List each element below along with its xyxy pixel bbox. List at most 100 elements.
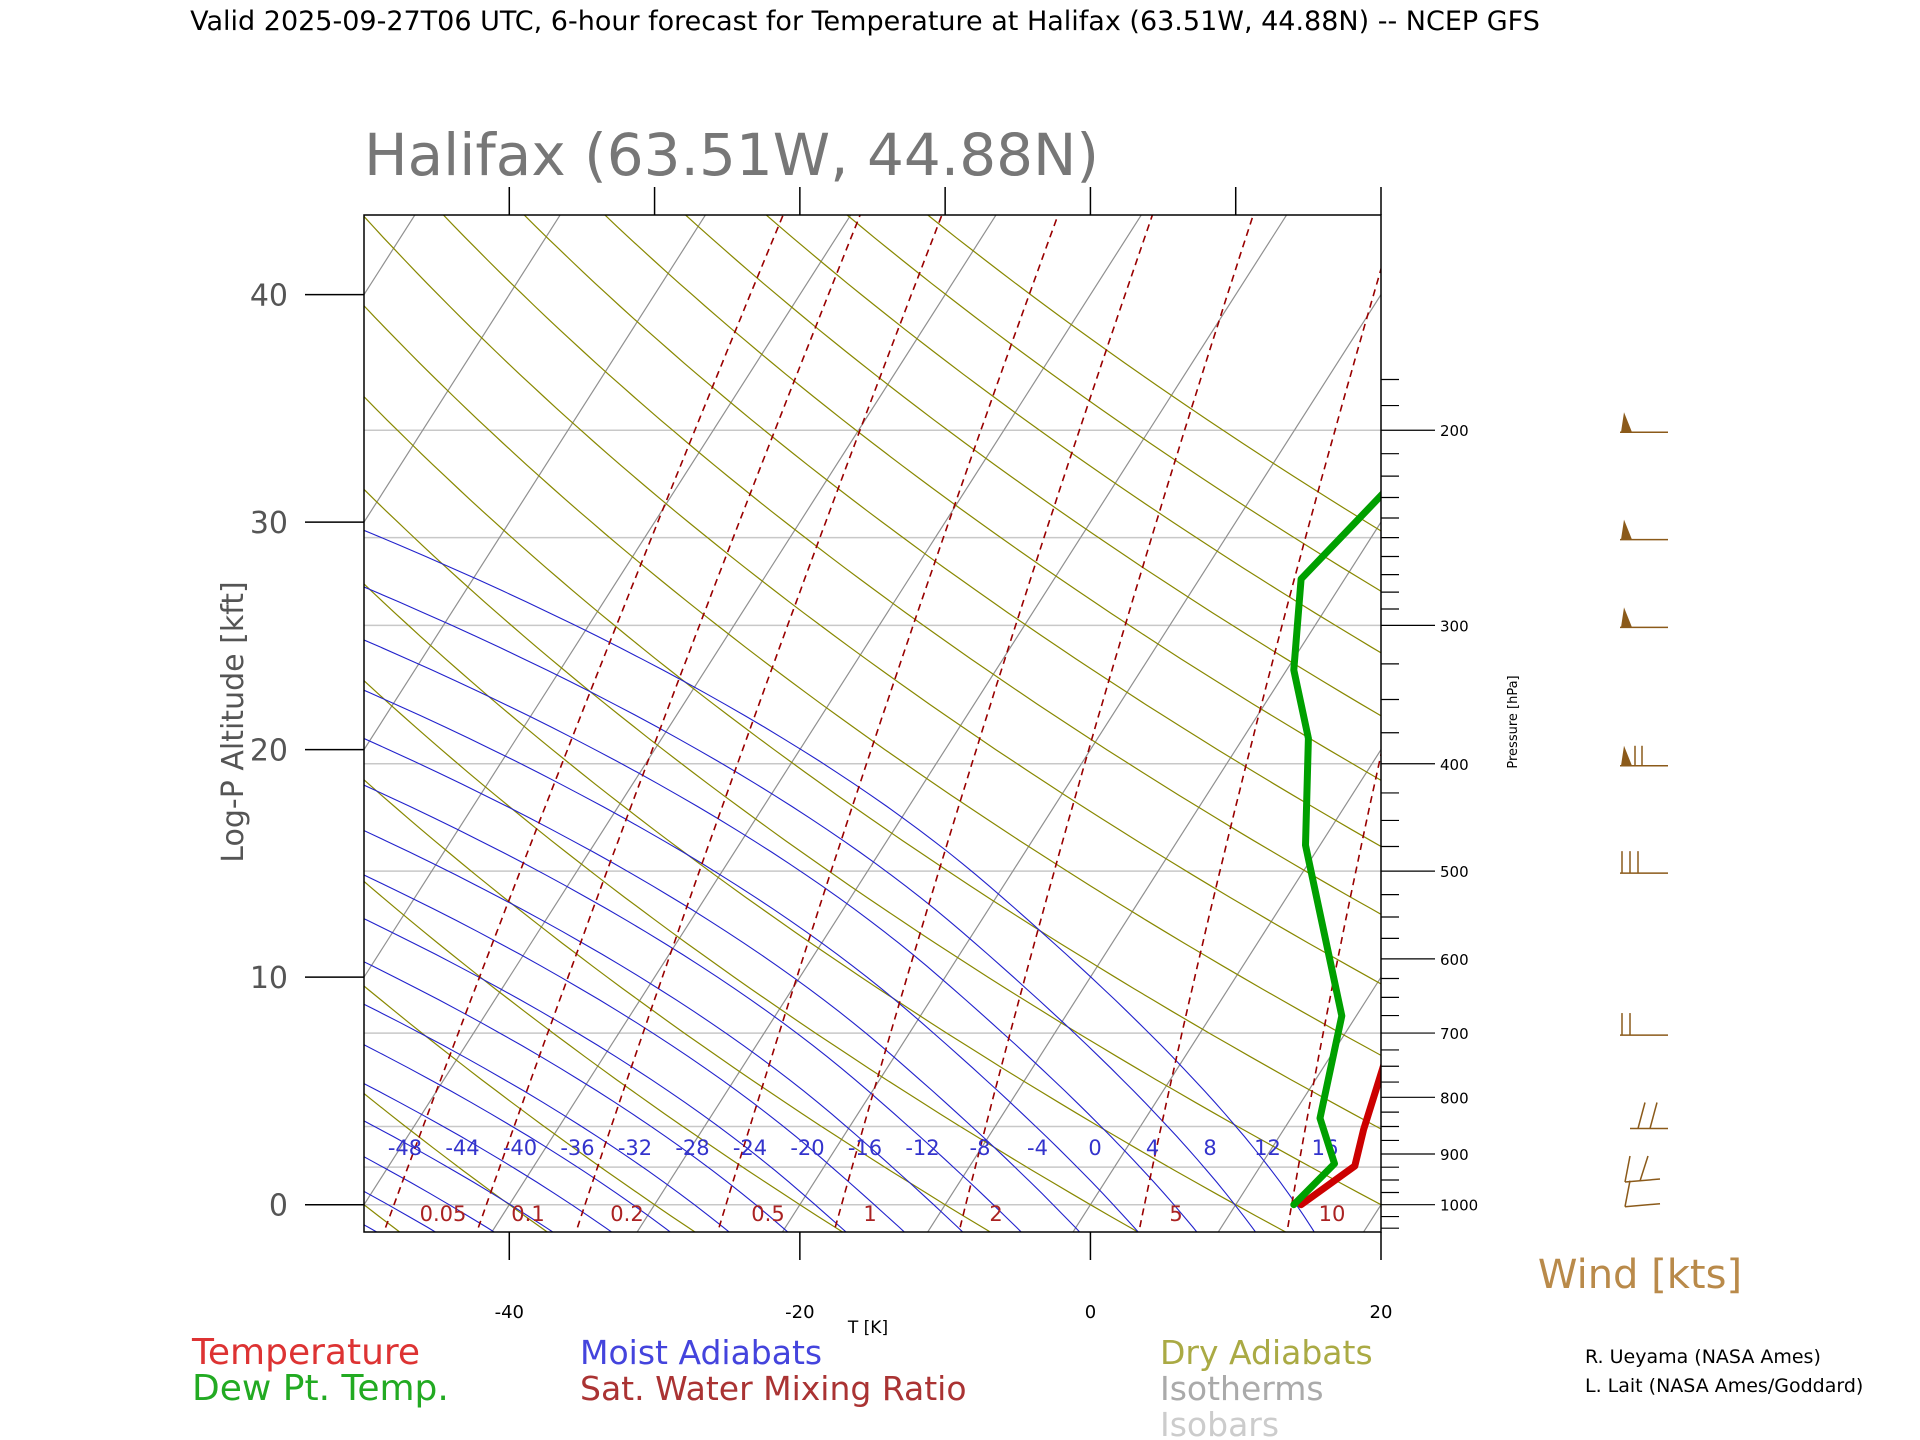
moist-adiabat-label: 0 — [1088, 1136, 1101, 1160]
chart-subtitle: Halifax (63.51W, 44.88N) — [364, 121, 1099, 189]
mixing-ratio-line — [716, 215, 1059, 1232]
profile-series — [1290, 490, 1381, 1209]
plot-frame — [363, 214, 1382, 1233]
pressure-tick-label: 300 — [1440, 617, 1469, 635]
y-tick-label: 0 — [269, 1189, 288, 1224]
dry-adiabat-line — [364, 778, 992, 1232]
legend-isobars: Isobars — [1160, 1405, 1279, 1440]
legend: Temperature Dew Pt. Temp. Moist Adiabats… — [191, 1332, 1373, 1440]
wind-barb — [1620, 851, 1668, 874]
mixing-ratio-label: 0.1 — [511, 1202, 544, 1226]
dry-adiabat-line — [364, 488, 1381, 1206]
mixing-ratio-line — [833, 215, 1154, 1232]
wind-barb — [1620, 519, 1668, 541]
legend-temperature: Temperature — [191, 1332, 420, 1373]
moist-adiabat-label: -28 — [675, 1136, 709, 1160]
credit-2: L. Lait (NASA Ames/Goddard) — [1585, 1375, 1863, 1397]
wind-barb — [1630, 1102, 1668, 1130]
wind-barb — [1620, 412, 1668, 433]
legend-moist-adiabats: Moist Adiabats — [580, 1333, 822, 1372]
moist-adiabat-line — [364, 961, 789, 1232]
pressure-tick-label: 800 — [1440, 1089, 1469, 1107]
dry-adiabat-line — [926, 215, 1381, 532]
dry-adiabat-line — [523, 215, 1381, 848]
mixing-ratio-line — [958, 215, 1255, 1232]
pressure-tick-label: 200 — [1440, 422, 1469, 440]
moist-adiabat-label: -4 — [1027, 1136, 1048, 1160]
moist-adiabat-label: 12 — [1254, 1136, 1281, 1160]
dry-adiabat-line — [765, 215, 1381, 654]
moist-adiabat-line — [364, 874, 906, 1232]
mixing-ratio-lines — [383, 215, 1381, 1232]
moist-adiabat-line — [364, 529, 1315, 1232]
moist-adiabat-line — [364, 586, 1257, 1232]
pressure-tick-label: 400 — [1440, 756, 1469, 774]
dry-adiabat-line — [604, 215, 1381, 782]
moist-adiabat-label: -12 — [905, 1136, 939, 1160]
moist-adiabat-line — [364, 639, 1198, 1232]
pressure-tick-label: 700 — [1440, 1025, 1469, 1043]
dry-adiabat-line — [364, 395, 1381, 1130]
wind-barb — [1624, 1180, 1661, 1208]
dry-adiabat-line — [364, 880, 844, 1232]
y2-axis-label: Pressure [hPa] — [1506, 675, 1521, 768]
isotherm-line — [1217, 976, 1381, 1232]
moist-adiabat-label: -40 — [503, 1136, 537, 1160]
dry-adiabat-line — [364, 985, 697, 1232]
dry-adiabat-line — [364, 215, 1381, 985]
mixing-ratio-line — [575, 215, 943, 1232]
wind-barbs — [1620, 412, 1668, 1208]
moist-adiabat-line — [364, 737, 1081, 1232]
y-tick-label: 10 — [250, 961, 288, 996]
moist-adiabat-line — [364, 784, 1022, 1232]
x-tick-label: -40 — [495, 1302, 524, 1323]
isotherm-line — [926, 521, 1381, 1232]
background-grid: -48 -44 -40 -36 -32 -28 -24 -20 -16 -12 -8 -4 0 4 8 12 1… — [364, 215, 1381, 1232]
moist-adiabat-label: -8 — [970, 1136, 991, 1160]
y-axis-label: Log-P Altitude [kft] — [216, 581, 251, 862]
dry-adiabat-line — [364, 679, 1140, 1232]
mixing-ratio-label: 5 — [1169, 1202, 1182, 1226]
moist-adiabat-label: -44 — [445, 1136, 479, 1160]
y-tick-label: 30 — [250, 506, 288, 541]
mixing-ratio-line — [383, 215, 784, 1232]
grid-labels: -48 -44 -40 -36 -32 -28 -24 -20 -16 -12 -8 -4 0 4 8 12 1… — [388, 1136, 1346, 1226]
legend-mixing-ratio: Sat. Water Mixing Ratio — [580, 1369, 967, 1408]
moist-adiabat-label: -16 — [848, 1136, 882, 1160]
isotherm-line — [364, 215, 997, 1206]
moist-adiabat-line — [364, 689, 1139, 1232]
moist-adiabat-label: -36 — [560, 1136, 594, 1160]
wind-barb — [1620, 607, 1668, 629]
y-tick-label: 20 — [250, 734, 288, 769]
moist-adiabat-label: -32 — [618, 1136, 652, 1160]
wind-label: Wind [kts] — [1538, 1252, 1742, 1298]
mixing-ratio-label: 0.05 — [420, 1202, 467, 1226]
moist-adiabat-line — [364, 1003, 730, 1232]
moist-adiabat-line — [364, 918, 847, 1232]
pressure-tick-label: 600 — [1440, 951, 1469, 969]
credit-1: R. Ueyama (NASA Ames) — [1585, 1346, 1821, 1368]
pressure-tick-label: 900 — [1440, 1146, 1469, 1164]
moist-adiabat-label: 4 — [1146, 1136, 1159, 1160]
dry-adiabat-line — [364, 583, 1287, 1232]
dewpoint-line — [1290, 490, 1381, 1209]
legend-dry-adiabats: Dry Adiabats — [1160, 1333, 1373, 1372]
temperature-line — [1297, 1062, 1381, 1209]
dry-adiabat-line — [442, 215, 1381, 915]
moist-adiabat-line — [364, 1044, 672, 1232]
page-title: Valid 2025-09-27T06 UTC, 6-hour forecast… — [190, 6, 1540, 37]
dry-adiabat-line — [364, 304, 1381, 1057]
isotherm-line — [364, 215, 561, 524]
pressure-tick-label: 500 — [1440, 863, 1469, 881]
isotherm-line — [491, 215, 1142, 1232]
legend-dewpoint: Dew Pt. Temp. — [192, 1368, 449, 1409]
mixing-ratio-label: 2 — [989, 1202, 1002, 1226]
legend-isotherms: Isotherms — [1160, 1369, 1324, 1408]
moist-adiabat-label: -20 — [790, 1136, 824, 1160]
dry-adiabat-line — [846, 215, 1381, 592]
moist-adiabat-label: -24 — [733, 1136, 767, 1160]
x-tick-label: 0 — [1085, 1302, 1096, 1323]
mixing-ratio-label: 10 — [1319, 1202, 1346, 1226]
